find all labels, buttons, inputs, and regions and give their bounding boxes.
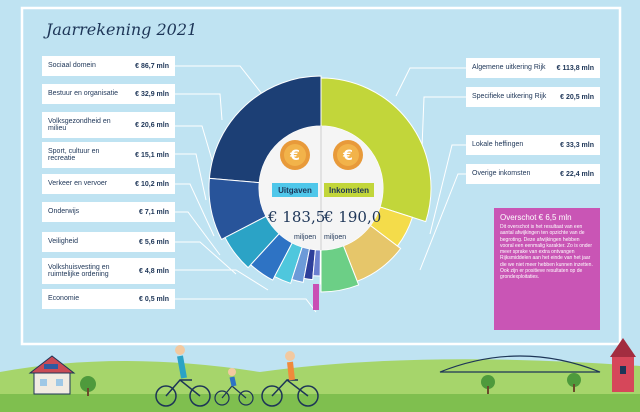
expense-label-box: Verkeer en vervoer € 10,2 mln — [42, 174, 175, 194]
road-grass — [0, 394, 640, 412]
category-amount: € 20,5 mln — [560, 93, 594, 101]
leader-lines — [175, 65, 466, 313]
church-icon — [610, 338, 636, 392]
svg-text:€: € — [289, 148, 300, 164]
category-amount: € 113,8 mln — [556, 64, 594, 72]
category-label: Lokale heffingen — [472, 141, 524, 149]
expense-label-box: Sport, cultuur en recreatie € 15,1 mln — [42, 142, 175, 168]
expense-label-box: Economie € 0,5 mln — [42, 289, 175, 309]
inkomsten-unit: miljoen — [324, 234, 347, 241]
category-label: Verkeer en vervoer — [48, 180, 108, 188]
uitgaven-unit: miljoen — [294, 234, 317, 241]
expense-label-box: Veiligheid € 5,6 mln — [42, 232, 175, 252]
category-label: Overige inkomsten — [472, 170, 531, 178]
expense-label-box: Onderwijs € 7,1 mln — [42, 202, 175, 222]
donut-slice-expense-economie-marker — [313, 284, 319, 310]
category-amount: € 15,1 mln — [135, 151, 169, 159]
income-label-box: Algemene uitkering Rijk € 113,8 mln — [466, 58, 600, 78]
tree-icon — [80, 373, 581, 396]
category-label: Bestuur en organisatie — [48, 90, 119, 98]
expense-label-box: Volkshuisvesting en ruimtelijke ordening… — [42, 258, 175, 284]
category-label: Algemene uitkering Rijk — [472, 64, 546, 72]
category-amount: € 5,6 mln — [139, 238, 169, 246]
category-label: Volkshuisvesting en ruimtelijke ordening — [48, 263, 110, 278]
income-label-box: Overige inkomsten € 22,4 mln — [466, 164, 600, 184]
category-amount: € 86,7 mln — [135, 62, 169, 70]
category-amount: € 33,3 mln — [560, 141, 594, 149]
uitgaven-total: € 183,5 — [268, 208, 326, 226]
hill-outline — [439, 355, 601, 373]
category-amount: € 7,1 mln — [139, 208, 169, 216]
overschot-panel: Overschot € 6,5 mln Dit overschot is het… — [494, 208, 600, 330]
expense-label-box: Bestuur en organisatie € 32,9 mln — [42, 84, 175, 104]
overschot-text: Dit overschot is het resultaat van een a… — [500, 224, 593, 280]
cyclist-icon — [261, 351, 319, 407]
cyclist-icon — [155, 345, 211, 407]
house-icon — [28, 355, 76, 395]
euro-coin-icon: € — [333, 140, 363, 170]
category-amount: € 10,2 mln — [135, 180, 169, 188]
svg-text:€: € — [342, 148, 353, 164]
category-label: Onderwijs — [48, 208, 80, 216]
category-label: Economie — [48, 295, 80, 303]
euro-coin-icon: € — [280, 140, 310, 170]
category-label: Specifieke uitkering Rijk — [472, 93, 547, 101]
donut-slice-income — [320, 77, 432, 223]
category-amount: € 32,9 mln — [135, 90, 169, 98]
category-amount: € 0,5 mln — [139, 295, 169, 303]
expense-label-box: Volksgezondheid en milieu € 20,6 mln — [42, 112, 175, 138]
cyclist-child-icon — [214, 368, 254, 406]
category-label: Volksgezondheid en milieu — [48, 117, 111, 132]
expense-label-box: Sociaal domein € 86,7 mln — [42, 56, 175, 76]
category-label: Veiligheid — [48, 238, 78, 246]
category-amount: € 20,6 mln — [135, 121, 169, 129]
split-donut-chart — [208, 75, 432, 310]
category-amount: € 22,4 mln — [560, 170, 594, 178]
frame-border — [20, 6, 622, 346]
income-label-box: Specifieke uitkering Rijk € 20,5 mln — [466, 87, 600, 107]
donut-slice-expense — [319, 249, 322, 285]
uitgaven-tag: Uitgaven — [272, 183, 318, 197]
category-label: Sport, cultuur en recreatie — [48, 147, 100, 162]
inkomsten-tag: Inkomsten — [324, 183, 374, 197]
category-amount: € 4,8 mln — [139, 267, 169, 275]
category-label: Sociaal domein — [48, 62, 96, 70]
overschot-title: Overschot € 6,5 mln — [500, 213, 572, 222]
inkomsten-total: € 190,0 — [324, 208, 382, 226]
income-label-box: Lokale heffingen € 33,3 mln — [466, 135, 600, 155]
page-title: Jaarrekening 2021 — [46, 20, 198, 39]
